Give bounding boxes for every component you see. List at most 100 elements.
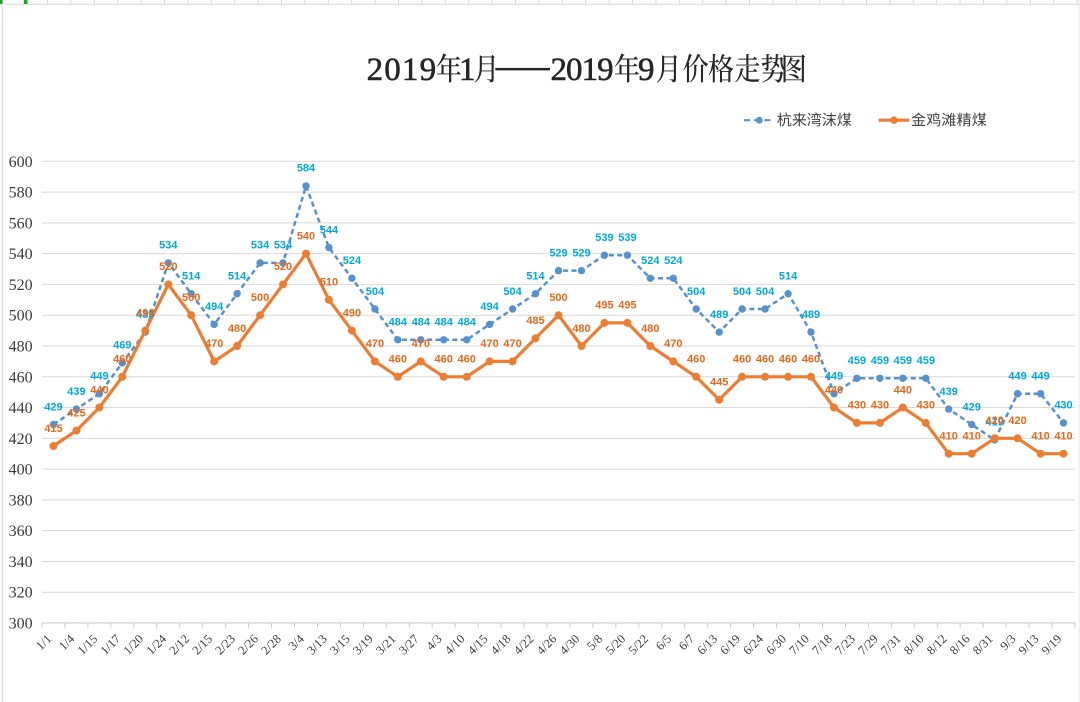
svg-text:410: 410 <box>940 431 958 443</box>
svg-text:540: 540 <box>9 246 33 263</box>
svg-text:510: 510 <box>320 277 338 289</box>
svg-text:1: 1 <box>459 52 476 88</box>
svg-text:484: 484 <box>412 317 431 329</box>
svg-text:494: 494 <box>480 301 499 313</box>
svg-text:544: 544 <box>320 224 339 236</box>
svg-text:470: 470 <box>205 338 223 350</box>
svg-text:504: 504 <box>503 286 522 298</box>
svg-text:534: 534 <box>251 240 270 252</box>
svg-text:460: 460 <box>756 354 774 366</box>
svg-text:410: 410 <box>1031 431 1049 443</box>
svg-text:495: 495 <box>618 300 636 312</box>
svg-text:460: 460 <box>733 354 751 366</box>
svg-text:514: 514 <box>779 271 798 283</box>
svg-text:430: 430 <box>848 400 866 412</box>
svg-text:490: 490 <box>343 307 361 319</box>
svg-text:480: 480 <box>228 323 246 335</box>
svg-text:529: 529 <box>549 247 567 259</box>
svg-text:524: 524 <box>664 255 683 267</box>
svg-text:380: 380 <box>9 492 33 509</box>
svg-text:480: 480 <box>9 339 33 356</box>
svg-text:504: 504 <box>687 286 706 298</box>
svg-text:460: 460 <box>435 354 453 366</box>
svg-text:490: 490 <box>136 307 154 319</box>
svg-text:449: 449 <box>1031 371 1049 383</box>
svg-text:484: 484 <box>389 317 408 329</box>
svg-text:500: 500 <box>549 292 567 304</box>
svg-text:470: 470 <box>503 338 521 350</box>
svg-text:400: 400 <box>9 462 33 479</box>
svg-text:440: 440 <box>825 384 843 396</box>
svg-text:459: 459 <box>848 355 866 367</box>
svg-text:2019: 2019 <box>367 52 437 88</box>
svg-text:504: 504 <box>756 286 775 298</box>
svg-text:470: 470 <box>366 338 384 350</box>
svg-text:460: 460 <box>113 354 131 366</box>
svg-text:480: 480 <box>641 323 659 335</box>
svg-text:300: 300 <box>9 616 33 633</box>
svg-text:484: 484 <box>458 317 477 329</box>
svg-text:360: 360 <box>9 523 33 540</box>
svg-text:449: 449 <box>1008 371 1026 383</box>
svg-text:520: 520 <box>9 277 33 294</box>
svg-text:494: 494 <box>205 301 224 313</box>
svg-text:584: 584 <box>297 163 316 175</box>
svg-text:500: 500 <box>251 292 269 304</box>
svg-text:430: 430 <box>1054 400 1072 412</box>
svg-text:529: 529 <box>572 247 590 259</box>
svg-text:460: 460 <box>687 354 705 366</box>
svg-text:500: 500 <box>9 308 33 325</box>
svg-text:539: 539 <box>618 232 636 244</box>
svg-text:580: 580 <box>9 185 33 202</box>
svg-text:420: 420 <box>986 415 1004 427</box>
svg-text:445: 445 <box>710 377 728 389</box>
svg-text:9: 9 <box>638 52 655 88</box>
svg-text:460: 460 <box>389 354 407 366</box>
svg-text:410: 410 <box>1054 431 1072 443</box>
svg-text:320: 320 <box>9 585 33 602</box>
svg-text:540: 540 <box>297 230 315 242</box>
svg-text:489: 489 <box>710 309 728 321</box>
svg-text:449: 449 <box>825 371 843 383</box>
svg-text:484: 484 <box>435 317 454 329</box>
svg-text:500: 500 <box>182 292 200 304</box>
svg-text:439: 439 <box>940 386 958 398</box>
svg-text:480: 480 <box>572 323 590 335</box>
svg-text:460: 460 <box>779 354 797 366</box>
svg-text:489: 489 <box>802 309 820 321</box>
svg-text:534: 534 <box>274 240 293 252</box>
svg-text:420: 420 <box>1008 415 1026 427</box>
svg-text:415: 415 <box>44 423 62 435</box>
svg-text:470: 470 <box>412 338 430 350</box>
svg-text:460: 460 <box>802 354 820 366</box>
svg-text:520: 520 <box>274 261 292 273</box>
svg-text:539: 539 <box>595 232 613 244</box>
svg-text:430: 430 <box>871 400 889 412</box>
svg-text:560: 560 <box>9 215 33 232</box>
svg-text:439: 439 <box>67 386 85 398</box>
svg-text:440: 440 <box>9 400 33 417</box>
svg-text:534: 534 <box>159 240 178 252</box>
svg-text:2019: 2019 <box>551 52 614 88</box>
svg-text:430: 430 <box>917 400 935 412</box>
svg-text:524: 524 <box>641 255 660 267</box>
svg-text:514: 514 <box>526 271 545 283</box>
svg-text:410: 410 <box>963 431 981 443</box>
svg-text:469: 469 <box>113 340 131 352</box>
svg-text:524: 524 <box>343 255 362 267</box>
svg-text:495: 495 <box>595 300 613 312</box>
svg-text:440: 440 <box>894 384 912 396</box>
svg-text:459: 459 <box>871 355 889 367</box>
svg-text:470: 470 <box>664 338 682 350</box>
svg-text:425: 425 <box>67 407 85 419</box>
svg-text:459: 459 <box>917 355 935 367</box>
svg-text:520: 520 <box>159 261 177 273</box>
svg-text:440: 440 <box>90 384 108 396</box>
svg-text:429: 429 <box>44 401 62 413</box>
svg-text:489: 489 <box>136 309 154 321</box>
svg-text:485: 485 <box>526 315 544 327</box>
svg-text:470: 470 <box>480 338 498 350</box>
svg-text:340: 340 <box>9 554 33 571</box>
svg-text:460: 460 <box>9 369 33 386</box>
svg-text:459: 459 <box>894 355 912 367</box>
